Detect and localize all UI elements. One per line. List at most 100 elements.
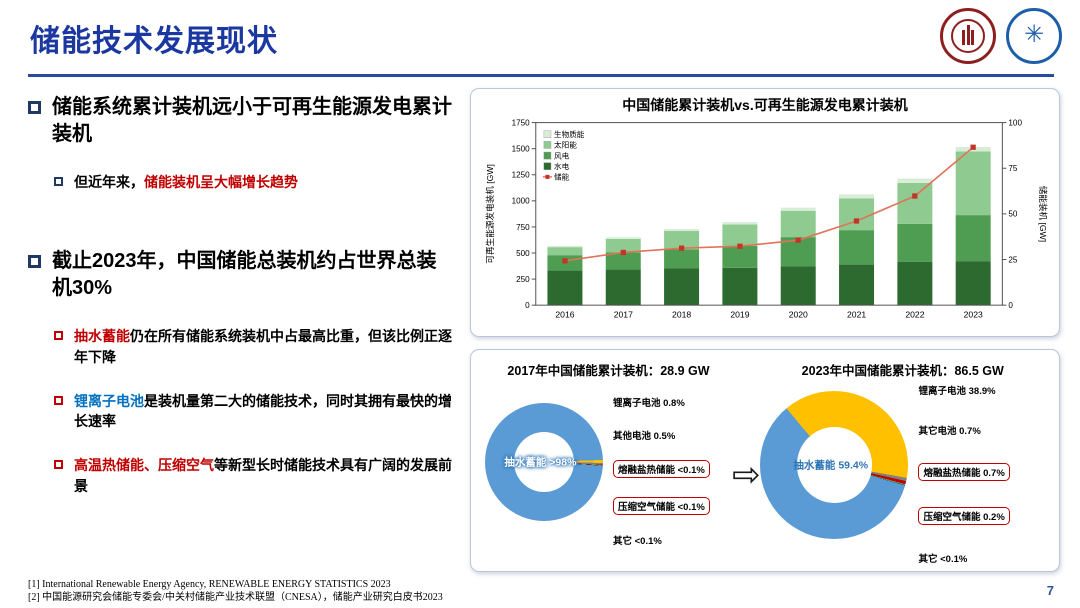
donut-slice-label: 其它 <0.1% xyxy=(918,554,968,565)
bar-segment xyxy=(722,267,758,306)
page-number: 7 xyxy=(1046,583,1054,598)
bar-segment xyxy=(605,238,641,253)
donut-slice-label: 锂离子电池 0.8% xyxy=(613,398,685,409)
bar-segment xyxy=(664,231,700,250)
bar-chart-title: 中国储能累计装机vs.可再生能源发电累计装机 xyxy=(622,97,908,113)
x-tick-label: 2022 xyxy=(905,309,924,319)
bar-segment xyxy=(547,245,583,248)
peking-university-seal-icon xyxy=(951,19,985,53)
donut-center-label: 抽水蓄能 59.4% xyxy=(793,459,869,472)
bullet-square-icon xyxy=(54,460,63,470)
donut-slice-label: 其它 <0.1% xyxy=(613,536,662,547)
donut-hole xyxy=(796,427,873,503)
bullet-text: 但近年来，储能装机呈大幅增长趋势 xyxy=(74,172,298,192)
donut-hole xyxy=(513,431,575,493)
bar-segment xyxy=(722,245,758,268)
donut-slice-label: 熔融盐热储能 <0.1% xyxy=(613,460,710,478)
right-tick-label: 75 xyxy=(1008,164,1018,173)
bar-segment xyxy=(839,194,875,199)
bullet-text-segment: 但近年来， xyxy=(74,174,144,190)
donut-chart: 抽水蓄能 >98% xyxy=(485,403,603,521)
storage-line-marker xyxy=(970,144,976,150)
donut-2023: 2023年中国储能累计装机：86.5 GW 抽水蓄能 59.4% 锂离子电池 38.… xyxy=(760,360,1045,565)
x-tick-label: 2019 xyxy=(730,309,749,319)
left-axis-title: 可再生能源发电装机 [GW] xyxy=(484,164,495,263)
legend-swatch xyxy=(543,162,552,170)
bullet-text-segment: 是装机量第二大的储能技术，同时其拥有最快的增长速率 xyxy=(74,392,452,430)
bar-segment xyxy=(664,268,700,306)
x-tick-label: 2017 xyxy=(614,309,633,319)
bullet-text-segment: 抽水蓄能 xyxy=(74,328,130,345)
right-tick-label: 50 xyxy=(1008,210,1018,219)
bar-segment xyxy=(955,151,991,216)
donut-labels: 锂离子电池 38.9% 其它电池 0.7% 熔融盐热储能 0.7% 压缩空气储能 0.… xyxy=(918,383,1010,565)
bullet-item: 高温热储能、压缩空气等新型长时储能技术具有广阔的发展前景 xyxy=(54,455,456,496)
footnote-2: [2] 中国能源研究会储能专委会/中关村储能产业技术联盟（CNESA），储能产业… xyxy=(28,592,443,603)
hust-logo: ✳ xyxy=(1006,8,1062,64)
bullet-item: 锂离子电池是装机量第二大的储能技术，同时其拥有最快的增长速率 xyxy=(54,391,456,432)
donut-slice-label: 压缩空气储能 <0.1% xyxy=(613,496,710,515)
donut-slice-label: 压缩空气储能 0.2% xyxy=(918,507,1010,525)
right-tick-label: 25 xyxy=(1008,255,1018,264)
left-tick-label: 1500 xyxy=(512,145,531,154)
storage-line-marker xyxy=(562,258,568,264)
bar-series-2 xyxy=(547,215,991,271)
legend-swatch xyxy=(543,141,552,149)
bar-segment xyxy=(605,237,641,239)
bullet-text-segment: 锂离子电池 xyxy=(74,392,144,409)
donut-slice-label: 其它电池 0.7% xyxy=(918,426,981,437)
bullet-square-icon xyxy=(54,331,63,341)
storage-line-marker xyxy=(737,243,743,249)
bar-segment xyxy=(839,230,875,265)
bar-segment xyxy=(722,222,758,225)
bar-segment xyxy=(839,264,875,306)
donut-slice-label: 其他电池 0.5% xyxy=(613,430,676,442)
page-title: 储能技术发展现状 xyxy=(30,25,278,58)
bar-segment xyxy=(605,252,641,270)
donut-title: 2023年中国储能累计装机：86.5 GW xyxy=(801,364,1004,378)
donut-2017: 2017年中国储能累计装机：28.9 GW 抽水蓄能 >98% 锂离子电池 0.8%… xyxy=(485,360,732,547)
bullet-text: 高温热储能、压缩空气等新型长时储能技术具有广阔的发展前景 xyxy=(74,455,456,496)
bar-series-1 xyxy=(547,261,991,306)
storage-line-marker xyxy=(678,245,685,251)
bullet-text-segment: 储能装机呈大幅增长趋势 xyxy=(144,174,298,190)
left-tick-label: 500 xyxy=(516,249,530,258)
donut-center-label: 抽水蓄能 >98% xyxy=(504,456,577,469)
left-tick-label: 0 xyxy=(525,301,530,310)
right-axis-title: 储能装机 [GW] xyxy=(1038,186,1049,242)
x-tick-label: 2023 xyxy=(964,309,983,319)
bullet-square-icon xyxy=(28,255,41,269)
bullet-text: 抽水蓄能仍在所有储能系统装机中占最高比重，但该比例正逐年下降 xyxy=(74,326,456,367)
bullet-text-segment: 等新型长时储能技术具有广阔的发展前景 xyxy=(74,457,452,494)
donut-chart: 抽水蓄能 59.4% xyxy=(760,391,909,539)
legend-label: 储能 xyxy=(554,172,570,182)
legend-swatch xyxy=(543,151,552,160)
donut-slice-label: 熔融盐热储能 0.7% xyxy=(918,463,1010,481)
bar-segment xyxy=(547,270,583,306)
storage-line xyxy=(564,146,974,262)
bullet-item: 抽水蓄能仍在所有储能系统装机中占最高比重，但该比例正逐年下降 xyxy=(54,326,456,367)
bullet-text-segment: 仍在所有储能系统装机中占最高比重，但该比例正逐年下降 xyxy=(74,328,452,365)
right-column: 中国储能累计装机vs.可再生能源发电累计装机 0 250 500 750 1000 125… xyxy=(470,88,1060,572)
donut-section: 2017年中国储能累计装机：28.9 GW 抽水蓄能 >98% 锂离子电池 0.8%… xyxy=(485,360,1045,565)
bar-chart-panel: 中国储能累计装机vs.可再生能源发电累计装机 0 250 500 750 1000 125… xyxy=(470,88,1060,337)
left-tick-label: 1000 xyxy=(512,197,531,206)
legend-label: 太阳能 xyxy=(554,140,577,150)
x-tick-label: 2020 xyxy=(789,309,808,319)
bullet-text-segment: 高温热储能、压缩空气 xyxy=(74,457,214,474)
transition-arrow-icon: ⇨ xyxy=(731,456,761,494)
bullet-square-icon xyxy=(28,101,41,114)
logos: ✳ xyxy=(940,8,1062,64)
storage-line-marker xyxy=(795,237,801,243)
left-tick-label: 1250 xyxy=(512,171,531,180)
bullet-square-icon xyxy=(54,395,63,405)
peking-university-logo xyxy=(940,8,996,64)
bar-segment xyxy=(897,182,933,224)
bullet-item: 截止2023年，中国储能总装机约占世界总装机30% xyxy=(28,248,456,302)
donut-body: 抽水蓄能 59.4% 锂离子电池 38.9% 其它电池 0.7% 熔融盐热储能 0.7… xyxy=(760,386,1045,565)
bar-segment xyxy=(780,266,816,306)
storage-line-marker xyxy=(620,249,626,256)
bar-segment xyxy=(955,215,991,262)
